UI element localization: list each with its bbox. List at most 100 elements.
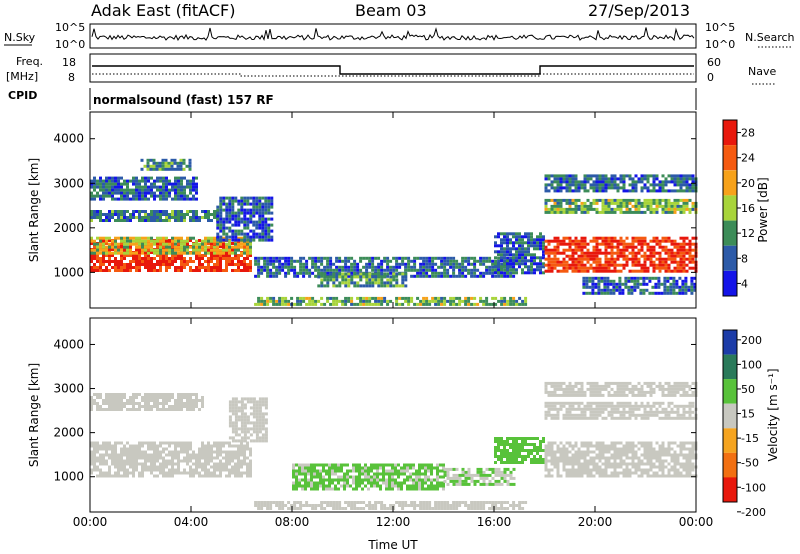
heatmap-cell <box>243 444 246 448</box>
heatmap-cell <box>138 213 141 216</box>
heatmap-cell <box>129 254 132 257</box>
heatmap-cell <box>207 248 210 251</box>
heatmap-cell <box>96 182 99 186</box>
heatmap-cell <box>377 299 381 303</box>
heatmap-cell <box>347 265 351 269</box>
heatmap-cell <box>461 259 465 263</box>
heatmap-cell <box>228 406 232 410</box>
heatmap-cell <box>440 259 444 263</box>
heatmap-cell <box>177 239 180 243</box>
heatmap-cell <box>586 269 590 273</box>
station-title: Adak East (fitACF) <box>91 1 235 20</box>
heatmap-cell <box>442 463 445 467</box>
heatmap-cell <box>108 219 111 222</box>
heatmap-cell <box>449 504 453 507</box>
heatmap-cell <box>470 256 474 260</box>
heatmap-cell <box>222 462 225 466</box>
heatmap-cell <box>624 279 628 283</box>
heatmap-cell <box>682 198 686 202</box>
heatmap-cell <box>328 475 331 479</box>
heatmap-cell <box>174 194 177 198</box>
heatmap-cell <box>252 397 256 401</box>
heatmap-cell <box>99 447 102 451</box>
heatmap-cell <box>365 284 369 288</box>
heatmap-cell <box>556 236 560 240</box>
cpid-label: CPID <box>8 89 37 102</box>
heatmap-cell <box>619 254 623 258</box>
heatmap-cell <box>482 501 486 504</box>
heatmap-cell <box>201 468 204 472</box>
heatmap-cell <box>246 251 249 255</box>
heatmap-cell <box>243 439 247 443</box>
heatmap-cell <box>335 268 339 272</box>
heatmap-cell <box>550 210 554 214</box>
heatmap-cell <box>93 263 96 266</box>
heatmap-cell <box>553 189 557 193</box>
heatmap-cell <box>657 282 661 286</box>
heatmap-cell <box>240 444 243 448</box>
heatmap-cell <box>631 248 635 252</box>
heatmap-cell <box>591 282 595 286</box>
heatmap-cell <box>628 257 632 261</box>
heatmap-cell <box>430 466 433 470</box>
heatmap-cell <box>153 210 156 213</box>
heatmap-cell <box>93 456 96 460</box>
heatmap-cell <box>482 504 486 507</box>
heatmap-cell <box>176 164 180 168</box>
heatmap-cell <box>403 466 406 470</box>
heatmap-cell <box>556 210 560 214</box>
heatmap-cell <box>234 251 237 255</box>
heatmap-cell <box>234 412 238 416</box>
heatmap-cell <box>304 469 307 473</box>
heatmap-cell <box>661 245 665 249</box>
heatmap-cell <box>225 245 228 249</box>
heatmap-cell <box>559 201 563 205</box>
heatmap-cell <box>613 245 617 249</box>
heatmap-cell <box>553 254 557 258</box>
heatmap-cell <box>237 439 241 443</box>
heatmap-cell <box>404 272 408 276</box>
heatmap-cell <box>272 265 276 269</box>
heatmap-cell <box>503 262 506 266</box>
heatmap-cell <box>278 262 282 266</box>
heatmap-cell <box>622 245 626 249</box>
heatmap-cell <box>159 453 162 457</box>
heatmap-cell <box>488 259 492 263</box>
heatmap-cell <box>192 197 195 201</box>
heatmap-cell <box>99 188 102 192</box>
heatmap-cell <box>302 271 306 275</box>
heatmap-cell <box>580 204 584 208</box>
heatmap-cell <box>204 450 207 454</box>
heatmap-cell <box>189 239 192 242</box>
heatmap-cell <box>146 164 150 168</box>
heatmap-cell <box>135 456 138 460</box>
heatmap-cell <box>189 182 192 186</box>
heatmap-cell <box>388 484 391 488</box>
heatmap-cell <box>102 408 105 411</box>
heatmap-cell <box>222 217 226 221</box>
heatmap-cell <box>99 393 102 396</box>
heatmap-cell <box>365 278 369 282</box>
heatmap-cell <box>359 259 363 263</box>
heatmap-cell <box>633 279 637 283</box>
heatmap-cell <box>210 213 213 216</box>
heatmap-cell <box>628 183 632 187</box>
heatmap-cell <box>539 268 542 272</box>
heatmap-cell <box>368 281 372 285</box>
heatmap-cell <box>255 412 259 416</box>
heatmap-cell <box>240 196 244 200</box>
heatmap-cell <box>646 177 650 181</box>
heatmap-cell <box>326 262 330 266</box>
heatmap-cell <box>281 268 285 272</box>
heatmap-cell <box>156 399 159 402</box>
heatmap-cell <box>352 466 355 470</box>
heatmap-cell <box>231 202 235 206</box>
heatmap-cell <box>105 396 108 399</box>
heatmap-cell <box>452 479 456 483</box>
heatmap-cell <box>670 239 674 243</box>
heatmap-cell <box>685 186 689 190</box>
heatmap-cell <box>278 259 282 263</box>
heatmap-cell <box>571 269 575 273</box>
heatmap-cell <box>246 415 250 419</box>
heatmap-cell <box>377 256 381 260</box>
